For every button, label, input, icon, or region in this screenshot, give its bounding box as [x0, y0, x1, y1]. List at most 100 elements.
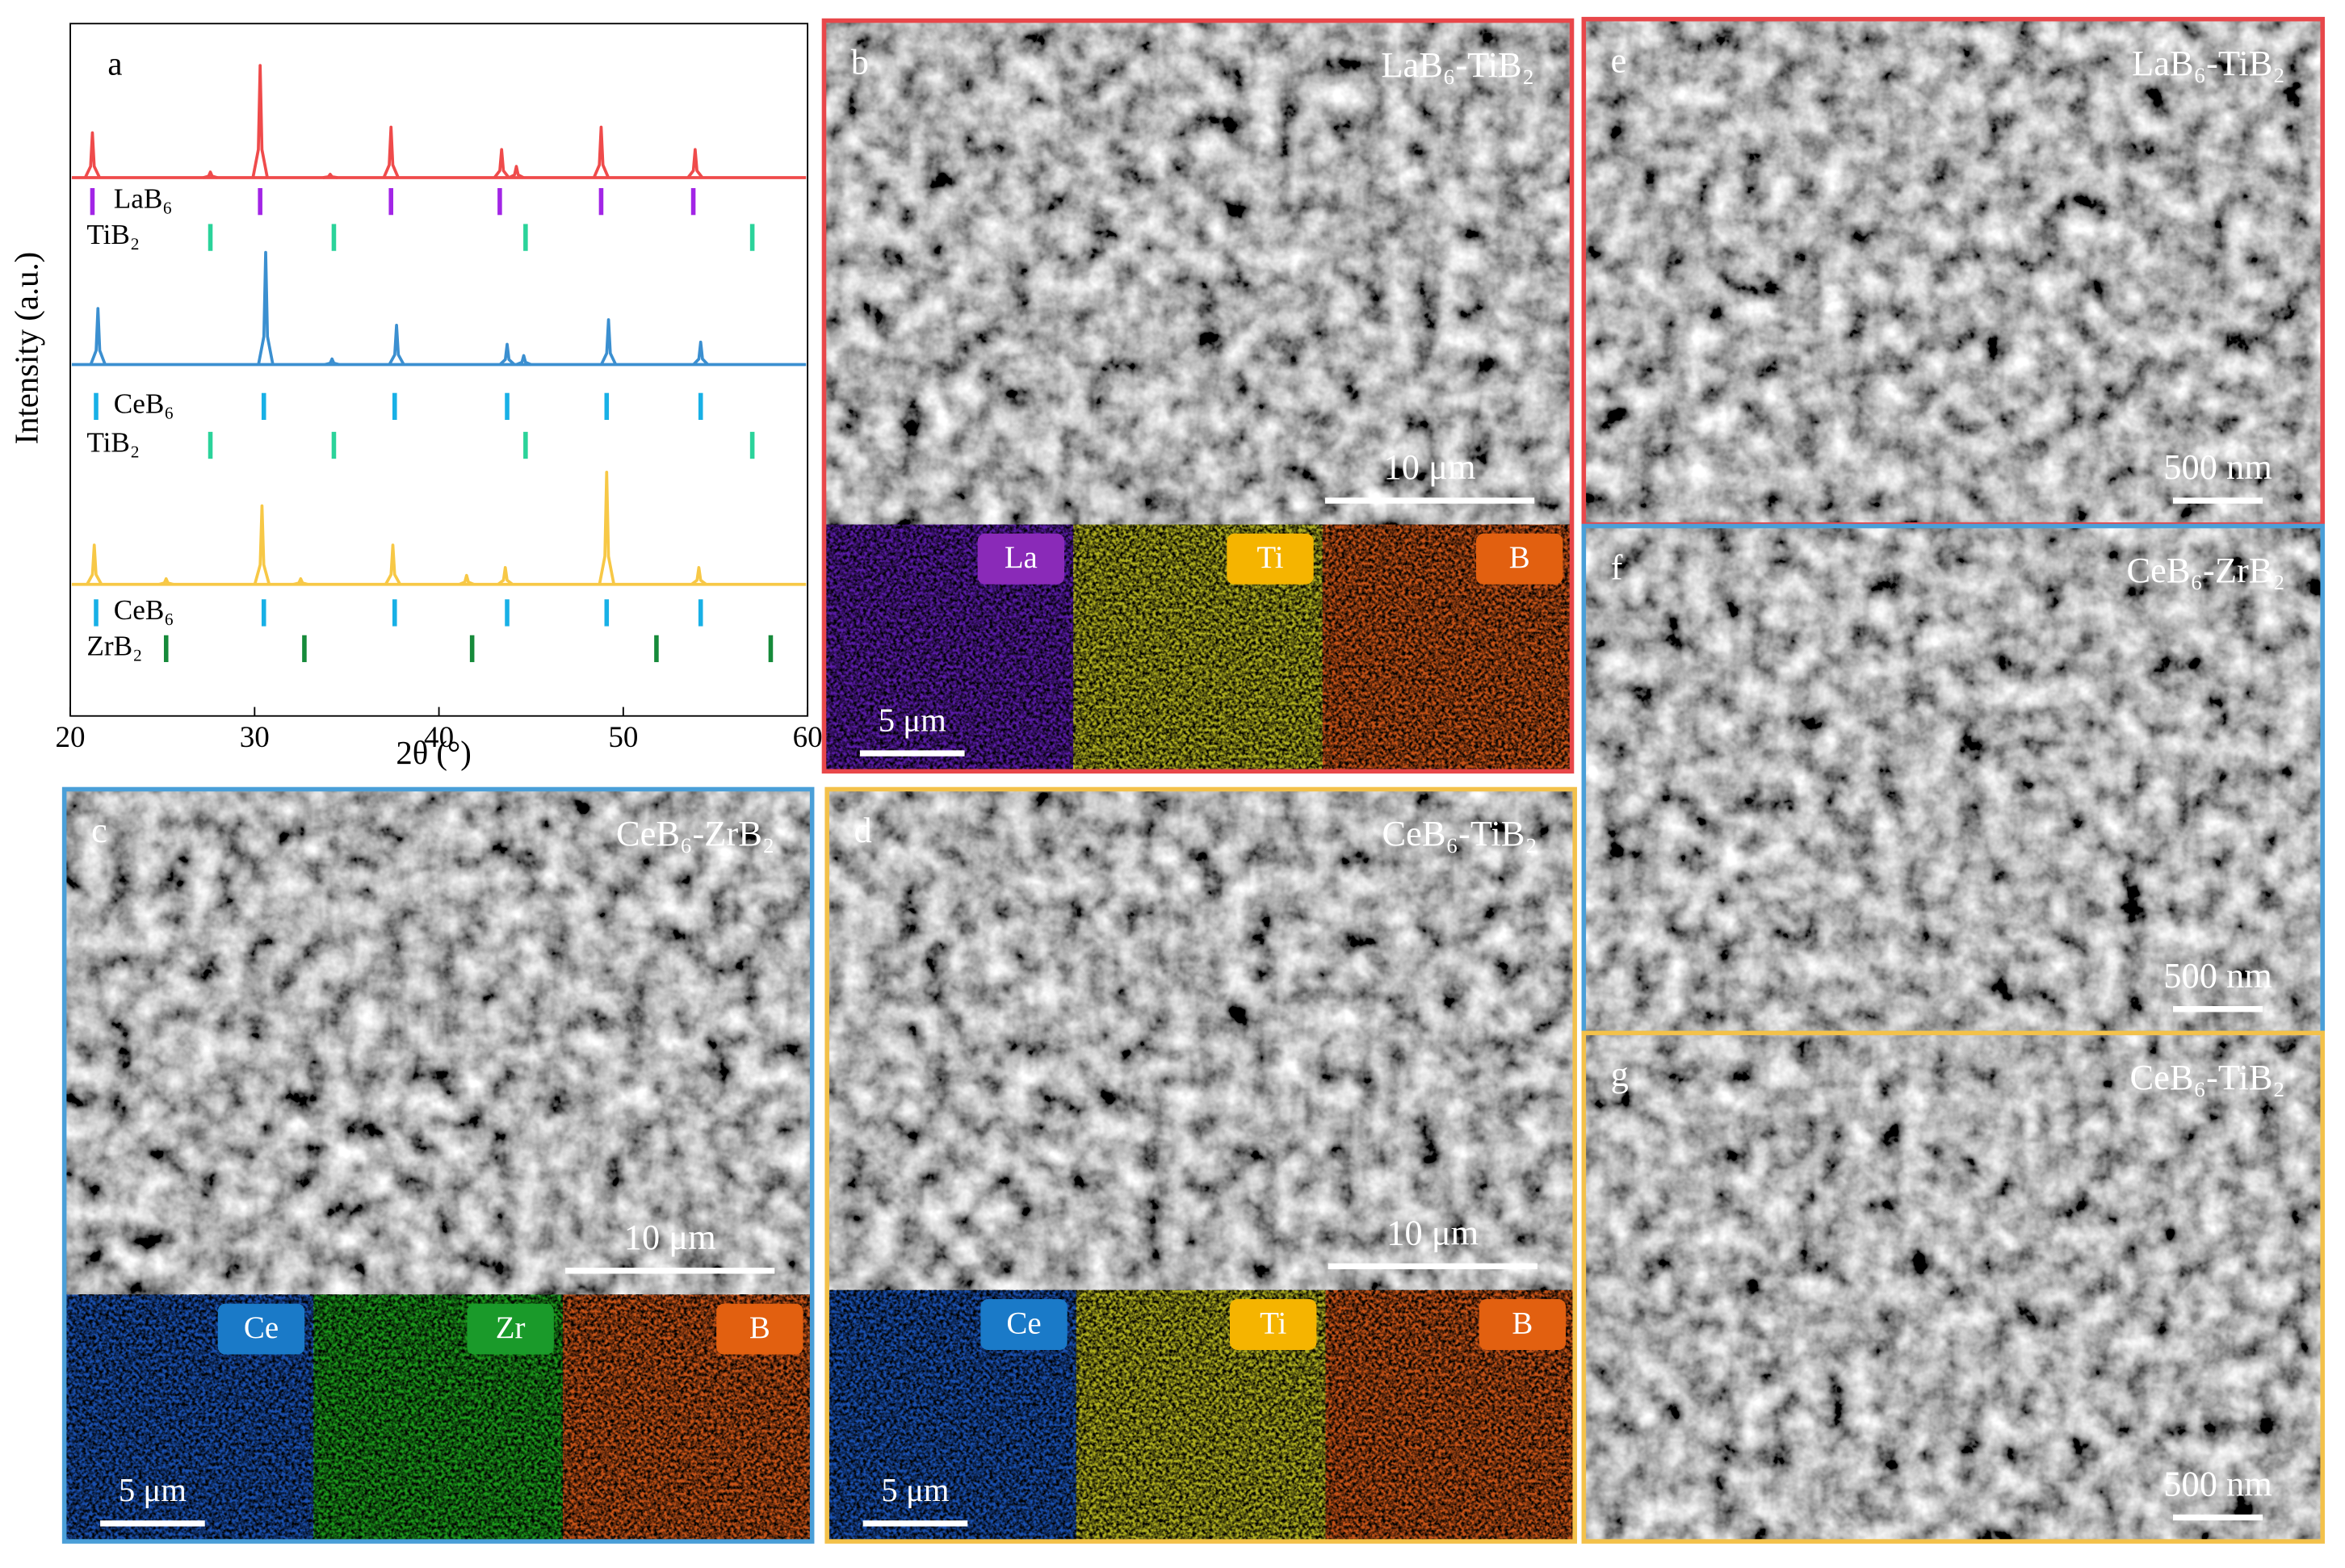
x-axis-label: 2θ (°) — [396, 735, 471, 771]
diffraction-peak — [515, 354, 532, 367]
diffraction-peak — [324, 357, 340, 367]
element-tag — [1229, 1299, 1317, 1350]
x-tick-label: 30 — [240, 721, 270, 754]
phase-label: CeB₆ — [114, 388, 174, 419]
element-tag — [716, 1303, 803, 1355]
x-tick-label: 40 — [424, 721, 454, 754]
sem-image — [827, 789, 1575, 1290]
panel-title: CeB₆-ZrB₂ — [616, 813, 774, 853]
panel-title: CeB₆-TiB₂ — [2130, 1057, 2285, 1097]
panel-border — [1581, 1030, 2325, 1544]
element-label: Ce — [244, 1310, 279, 1345]
diffraction-peak — [690, 566, 707, 586]
diffraction-peak — [493, 148, 510, 179]
panel-title: CeB₆-ZrB₂ — [2127, 550, 2285, 590]
diffraction-peak — [384, 543, 402, 585]
element-label: B — [1512, 1306, 1533, 1340]
element-label: Zr — [496, 1310, 526, 1345]
sem-image — [1584, 19, 2323, 525]
sem-image — [1584, 526, 2323, 1033]
panel-label: d — [854, 810, 872, 850]
scale-bar — [2173, 1514, 2263, 1521]
map-scale-bar — [859, 750, 965, 757]
scale-bar — [2173, 497, 2263, 504]
diffraction-peak — [497, 566, 514, 586]
diffraction-peak — [692, 340, 709, 366]
panel-title: CeB₆-TiB₂ — [1382, 813, 1537, 853]
phase-label: ZrB₂ — [86, 630, 142, 661]
diffraction-peak — [388, 324, 405, 366]
diffraction-peak — [592, 125, 610, 178]
scale-bar — [1328, 1263, 1537, 1269]
scale-bar-label: 500 nm — [2163, 1464, 2272, 1504]
diffraction-peak — [257, 250, 275, 365]
diffraction-peak — [600, 318, 618, 366]
diffraction-peak — [86, 543, 103, 585]
scale-bar — [2173, 1006, 2263, 1012]
diffraction-peak — [322, 172, 338, 179]
diffraction-peak — [158, 576, 174, 586]
panel-label: f — [1611, 547, 1623, 587]
x-tick-label: 20 — [56, 721, 86, 754]
panel-border — [821, 18, 1575, 774]
x-tick-label: 60 — [793, 721, 823, 754]
diffraction-peak — [251, 64, 269, 178]
diffraction-peak — [498, 342, 516, 366]
panel-label: e — [1611, 40, 1627, 80]
diffraction-peak — [686, 148, 704, 179]
sem-image — [1584, 1033, 2323, 1542]
element-tag — [217, 1303, 305, 1355]
element-tag — [977, 533, 1065, 585]
panel-title: LaB₆-TiB₂ — [2132, 43, 2285, 83]
phase-label: TiB₂ — [86, 219, 140, 250]
panel-label: b — [851, 41, 869, 82]
scale-bar-label: 10 μm — [1384, 447, 1476, 487]
scale-bar-label: 500 nm — [2163, 955, 2272, 996]
diffraction-peak — [253, 504, 271, 585]
element-label: Ti — [1256, 540, 1283, 575]
map-scale-bar-label: 5 μm — [119, 1472, 187, 1508]
element-tag — [1227, 533, 1314, 585]
scale-bar — [565, 1268, 775, 1274]
sem-image — [824, 20, 1572, 525]
diffraction-peak — [459, 573, 475, 586]
phase-label: CeB₆ — [114, 594, 174, 626]
element-label: Ce — [1006, 1306, 1041, 1340]
y-axis-label: Intensity (a.u.) — [8, 252, 44, 445]
plot-frame — [69, 23, 809, 717]
x-tick-label: 50 — [608, 721, 638, 754]
diffraction-peak — [89, 307, 107, 366]
element-label: Ti — [1260, 1306, 1286, 1340]
diffraction-peak — [203, 170, 218, 179]
diffraction-peak — [83, 131, 101, 178]
element-tag — [980, 1299, 1068, 1350]
panel-border — [61, 786, 815, 1544]
map-scale-bar — [100, 1520, 205, 1527]
phase-label: LaB₆ — [114, 183, 173, 215]
diffraction-peak — [598, 470, 616, 585]
element-tag — [467, 1303, 554, 1355]
diffraction-peak — [293, 576, 308, 586]
diffraction-peak — [382, 125, 400, 178]
element-tag — [1475, 533, 1563, 585]
map-scale-bar — [862, 1520, 968, 1527]
panel-border — [824, 786, 1577, 1544]
diffraction-peak — [508, 165, 525, 179]
scale-bar-label: 10 μm — [1386, 1212, 1479, 1252]
element-label: La — [1005, 540, 1038, 575]
element-label: B — [749, 1310, 770, 1345]
scale-bar-label: 10 μm — [624, 1217, 716, 1257]
panel-label: g — [1611, 1054, 1629, 1094]
element-label: B — [1509, 540, 1530, 575]
map-scale-bar-label: 5 μm — [881, 1472, 949, 1508]
map-scale-bar-label: 5 μm — [879, 702, 946, 738]
phase-label: TiB₂ — [86, 427, 140, 459]
scale-bar-label: 500 nm — [2163, 447, 2272, 487]
panel-label: a — [107, 45, 122, 82]
panel-title: LaB₆-TiB₂ — [1381, 44, 1534, 85]
element-tag — [1479, 1299, 1567, 1350]
panel-label: c — [91, 810, 107, 850]
sem-image — [64, 789, 812, 1295]
scale-bar — [1324, 497, 1535, 504]
